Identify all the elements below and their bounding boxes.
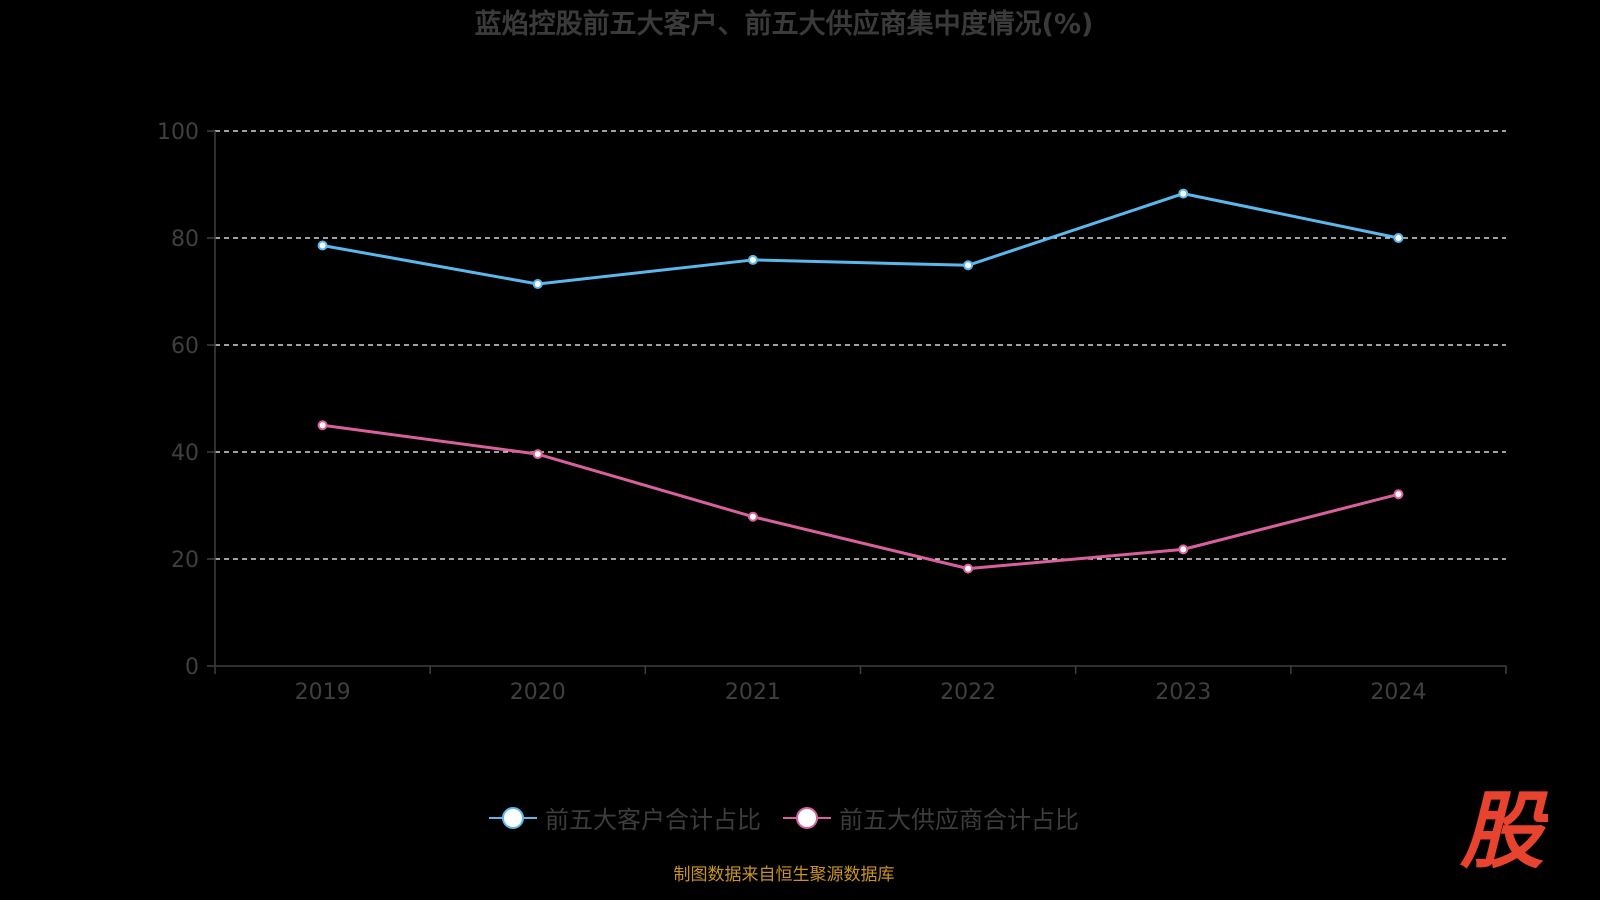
y-tick-label: 80: [171, 227, 199, 252]
supplier-data-point: [317, 420, 328, 431]
x-tick-label: 2024: [1370, 680, 1426, 705]
supplier-data-point: [1393, 489, 1404, 500]
y-tick-label: 60: [171, 334, 199, 359]
axes: 0 20 40 60 80 100 2019 2020 2021 2022 2023 2024: [157, 120, 1507, 705]
series: [317, 188, 1404, 574]
customer-data-point: [532, 279, 543, 290]
x-tick-label: 2023: [1155, 680, 1211, 705]
customer-data-point: [963, 260, 974, 271]
legend-label-suppliers: 前五大供应商合计占比: [839, 806, 1079, 834]
line-chart: 0 20 40 60 80 100 2019 2020 2021 2022 2023 2024: [157, 120, 1507, 705]
x-tick-label: 2019: [295, 680, 351, 705]
customer-data-point: [317, 240, 328, 251]
customer-data-point: [747, 254, 758, 265]
customer-data-point: [1393, 233, 1404, 243]
y-tick-label: 40: [171, 441, 199, 466]
grid-lines: [215, 130, 1506, 560]
legend-label-customers: 前五大客户合计占比: [545, 806, 761, 834]
y-tick-label: 20: [171, 548, 199, 573]
y-tick-label: 100: [157, 120, 199, 145]
stock-logo-icon: 股: [1459, 782, 1548, 874]
chart-title: 蓝焰控股前五大客户、前五大供应商集中度情况(%): [474, 9, 1094, 40]
svg-text:股: 股: [1459, 782, 1548, 874]
legend-item-customers[interactable]: 前五大客户合计占比: [489, 800, 761, 835]
customer-data-point: [1178, 188, 1189, 199]
supplier-series-line: [322, 423, 1399, 571]
legend-marker-suppliers: [783, 806, 831, 830]
x-tick-label: 2020: [510, 680, 566, 705]
supplier-data-point: [963, 563, 974, 574]
supplier-data-point: [532, 449, 543, 460]
x-tick-label: 2022: [940, 680, 996, 705]
data-source-note: 制图数据来自恒生聚源数据库: [673, 865, 895, 885]
supplier-data-point: [1178, 544, 1189, 555]
x-tick-label: 2021: [725, 680, 781, 705]
supplier-data-point: [747, 511, 758, 522]
legend-marker-customers: [489, 806, 537, 830]
legend-item-suppliers[interactable]: 前五大供应商合计占比: [783, 800, 1079, 835]
customer-series-line: [322, 192, 1399, 286]
legend: 前五大客户合计占比 前五大供应商合计占比: [0, 800, 1568, 835]
y-tick-label: 0: [185, 655, 199, 680]
